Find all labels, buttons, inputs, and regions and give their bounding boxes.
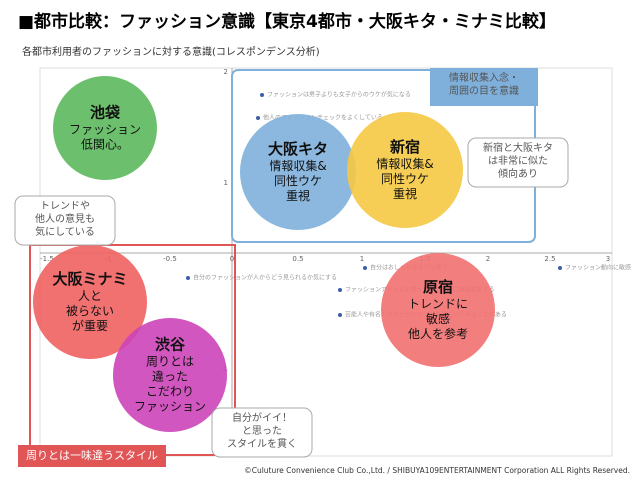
callout-box bbox=[211, 407, 313, 458]
x-tick-label: 2.5 bbox=[544, 255, 555, 263]
bubble-line: 敏感 bbox=[426, 311, 450, 326]
point bbox=[558, 266, 562, 270]
bubble-line: 重視 bbox=[393, 186, 417, 201]
bubble-line: こだわり bbox=[146, 385, 194, 399]
bubble-title: 新宿 bbox=[390, 138, 420, 156]
point-label: ファッション動向に敏感 bbox=[565, 264, 631, 272]
bubble bbox=[347, 112, 463, 228]
x-tick-label: 0.5 bbox=[292, 255, 303, 263]
title: ■都市比較：ファッション意識【東京4都市・大阪キタ・ミナミ比較】 bbox=[18, 11, 556, 32]
callout-box bbox=[467, 137, 569, 188]
bubble-line: 同性ウケ bbox=[381, 172, 429, 186]
bubble bbox=[240, 114, 356, 230]
bubble-line: 重視 bbox=[286, 188, 310, 203]
label: 周りとは一味違うスタイル bbox=[26, 449, 158, 462]
bubble bbox=[381, 253, 495, 367]
x-tick-label: 0 bbox=[230, 255, 234, 263]
bubble-line: 情報収集& bbox=[376, 156, 433, 171]
callout-line: 他人の意見も bbox=[35, 212, 95, 225]
plot-frame bbox=[39, 67, 613, 457]
callout-line: 気にしている bbox=[35, 225, 95, 238]
x-tick-label: 2 bbox=[486, 255, 490, 263]
x-tick-label: 1 bbox=[360, 255, 364, 263]
subtitle: 各都市利用者のファッションに対する意識(コレスポンデンス分析) bbox=[22, 45, 320, 58]
label-box bbox=[18, 445, 166, 467]
bubble-title: 大阪ミナミ bbox=[52, 270, 127, 288]
bubble-title: 渋谷 bbox=[155, 336, 186, 354]
callout-line: 周囲の目を意識 bbox=[449, 84, 519, 97]
point bbox=[338, 288, 342, 292]
callout-line: は非常に似た bbox=[488, 154, 548, 167]
callout-line: 自分がイイ！ bbox=[232, 411, 292, 424]
bubble bbox=[113, 318, 227, 432]
callout-box bbox=[14, 195, 116, 246]
y-tick-label: 2 bbox=[224, 68, 228, 76]
point bbox=[260, 93, 264, 97]
info-box bbox=[430, 68, 538, 106]
point bbox=[186, 276, 190, 280]
bubble-line: 他人を参考 bbox=[408, 326, 468, 341]
bubble-line: が重要 bbox=[72, 318, 108, 333]
bubble bbox=[33, 245, 147, 359]
x-tick-label: 3 bbox=[606, 255, 610, 263]
bubble-line: 周りとは bbox=[146, 355, 194, 369]
bubble-title: 大阪キタ bbox=[268, 140, 328, 158]
bubble bbox=[53, 76, 157, 180]
callout-line: 傾向あり bbox=[498, 167, 538, 180]
bubble-line: 違った bbox=[152, 370, 188, 384]
bubble-line: 低関心。 bbox=[81, 138, 129, 152]
callout-line: 新宿と大阪キタ bbox=[483, 141, 553, 154]
y-tick-label: 1 bbox=[224, 179, 228, 187]
bubble-line: 被らない bbox=[66, 304, 114, 318]
callout-line: スタイルを貫く bbox=[227, 438, 297, 450]
x-tick-label: -1.5 bbox=[40, 255, 54, 263]
bubble-line: 人と bbox=[78, 289, 102, 303]
bubble-line: トレンドに bbox=[408, 297, 468, 311]
point bbox=[256, 116, 260, 120]
point-label: ファッションは男子よりも女子からのウケが気になる bbox=[267, 91, 411, 99]
callout-line: トレンドや bbox=[40, 200, 90, 212]
bubble-line: 同性ウケ bbox=[274, 174, 322, 188]
bubble-line: 情報収集& bbox=[269, 158, 326, 173]
callout-line: と思った bbox=[242, 425, 282, 437]
callout-line: 情報収集入念・ bbox=[449, 71, 519, 84]
x-tick-label: -0.5 bbox=[163, 255, 177, 263]
point bbox=[338, 313, 342, 317]
bubble-title: 池袋 bbox=[90, 104, 121, 122]
bubble-line: ファッション bbox=[69, 123, 141, 137]
point-label: 自分のファッションが人からどう見られるか気にする bbox=[193, 274, 337, 282]
copyright: ©Culuture Convenience Club Co.,Ltd. / SH… bbox=[244, 466, 630, 475]
bubble-title: 原宿 bbox=[423, 278, 453, 296]
point-label: 他人のファッションチェックをよくしている bbox=[263, 114, 383, 122]
bubble-line: ファッション bbox=[134, 400, 206, 414]
point bbox=[363, 266, 367, 270]
